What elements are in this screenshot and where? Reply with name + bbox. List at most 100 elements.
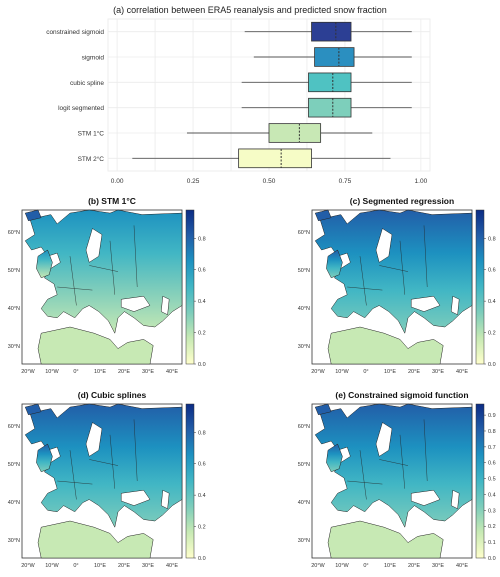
baltic-sea	[85, 422, 103, 457]
map-title: (e) Constrained sigmoid function	[335, 390, 468, 400]
colorbar-tick-label: 0.0	[198, 362, 206, 368]
map-panel: (e) Constrained sigmoid function 60°N 50°N…	[298, 390, 496, 569]
category-label: constrained sigmoid	[46, 29, 104, 36]
baltic-sea	[375, 422, 393, 457]
lat-label: 50°N	[298, 462, 310, 468]
colorbar	[185, 209, 195, 365]
colorbar-tick-label: 0.4	[198, 299, 206, 305]
category-label: logit segmented	[58, 105, 104, 112]
lon-label: 10°E	[94, 563, 106, 569]
british-isles	[36, 249, 53, 279]
lon-label: 40°E	[166, 563, 178, 569]
colorbar-tick-label: 0.9	[488, 413, 496, 419]
country-border	[89, 459, 119, 466]
lon-label: 0°	[73, 563, 78, 569]
british-isles	[326, 443, 343, 473]
black-sea	[120, 295, 151, 312]
map-panel: (c) Segmented regression 60°N 50°N 40°N 30°N…	[298, 196, 496, 375]
colorbar-tick-label: 0.6	[488, 268, 496, 274]
boxplot-marks	[132, 21, 412, 169]
country-border	[399, 240, 405, 295]
country-border	[133, 419, 138, 482]
country-border	[399, 434, 405, 489]
country-border	[359, 256, 367, 306]
lon-label: 30°E	[142, 369, 154, 375]
lon-label: 20°W	[21, 563, 35, 569]
country-border	[379, 459, 409, 466]
boxplot-panel: (a) correlation between ERA5 reanalysis …	[46, 5, 431, 185]
category-label: STM 2°C	[78, 155, 105, 163]
lon-label: 10°E	[384, 369, 396, 375]
lat-label: 60°N	[298, 230, 310, 236]
iceland	[24, 403, 42, 416]
lat-label: 50°N	[298, 268, 310, 274]
lon-label: 40°E	[456, 563, 468, 569]
colorbar-tick-label: 0.8	[198, 236, 206, 242]
category-label: sigmoid	[82, 55, 105, 62]
country-border	[69, 450, 77, 500]
colorbar-tick-label: 0.0	[488, 556, 496, 562]
x-tick-label: 1.00	[415, 178, 428, 185]
colorbar-tick-label: 0.7	[488, 445, 496, 451]
lat-label: 30°N	[298, 344, 310, 350]
black-sea	[120, 489, 151, 506]
black-sea	[410, 295, 441, 312]
box	[308, 97, 352, 118]
caspian-sea	[450, 489, 460, 510]
caspian-sea	[160, 295, 170, 316]
map-title: (d) Cubic splines	[78, 390, 147, 400]
lon-label: 10°W	[335, 563, 349, 569]
colorbar-tick-label: 0.0	[198, 556, 206, 562]
lon-label: 10°E	[94, 369, 106, 375]
x-tick-label: 0.50	[263, 178, 276, 185]
caspian-sea	[450, 295, 460, 316]
lon-label: 20°E	[118, 369, 130, 375]
lat-label: 40°N	[298, 500, 310, 506]
iceland	[24, 209, 42, 222]
north-africa-land	[37, 326, 154, 365]
colorbar-tick-label: 0.6	[198, 268, 206, 274]
colorbar-tick-label: 0.2	[198, 525, 206, 531]
lat-label: 60°N	[8, 424, 20, 430]
lat-label: 50°N	[8, 462, 20, 468]
lat-label: 30°N	[8, 538, 20, 544]
black-sea	[410, 489, 441, 506]
colorbar-tick-label: 0.5	[488, 477, 496, 483]
lon-label: 40°E	[166, 369, 178, 375]
country-border	[379, 265, 409, 272]
map-panels: (b) STM 1°C 60°N 50°N 40°N 30°N 20°W 10°W 0° 10°…	[8, 196, 496, 569]
colorbar-tick-label: 0.6	[488, 461, 496, 467]
lat-label: 50°N	[8, 268, 20, 274]
lat-label: 60°N	[298, 424, 310, 430]
country-border	[133, 225, 138, 288]
lon-label: 10°W	[45, 369, 59, 375]
boxplot-x-tick-labels: 0.00 0.25 0.50 0.75 1.00	[111, 178, 428, 185]
country-border	[57, 480, 93, 485]
box	[238, 148, 312, 169]
map-title: (c) Segmented regression	[350, 196, 454, 206]
lon-label: 30°E	[432, 563, 444, 569]
country-border	[423, 419, 428, 482]
colorbar	[185, 403, 195, 559]
colorbar-tick-label: 0.4	[488, 299, 496, 305]
lon-label: 30°E	[142, 563, 154, 569]
colorbar-tick-label: 0.3	[488, 508, 496, 514]
lon-label: 20°W	[311, 369, 325, 375]
iceland	[314, 403, 332, 416]
colorbar-tick-label: 0.4	[198, 493, 206, 499]
colorbar-tick-label: 0.2	[488, 331, 496, 337]
country-border	[57, 286, 93, 291]
lon-label: 30°E	[432, 369, 444, 375]
north-africa-land	[327, 520, 444, 559]
north-africa-land	[37, 520, 154, 559]
boxplot-grid	[108, 19, 430, 171]
lat-label: 30°N	[8, 344, 20, 350]
category-label: cubic spline	[70, 80, 104, 87]
lat-label: 60°N	[8, 230, 20, 236]
colorbar-tick-label: 0.2	[488, 524, 496, 530]
country-border	[69, 256, 77, 306]
north-africa-land	[327, 326, 444, 365]
lon-label: 20°W	[311, 563, 325, 569]
lat-label: 40°N	[8, 500, 20, 506]
